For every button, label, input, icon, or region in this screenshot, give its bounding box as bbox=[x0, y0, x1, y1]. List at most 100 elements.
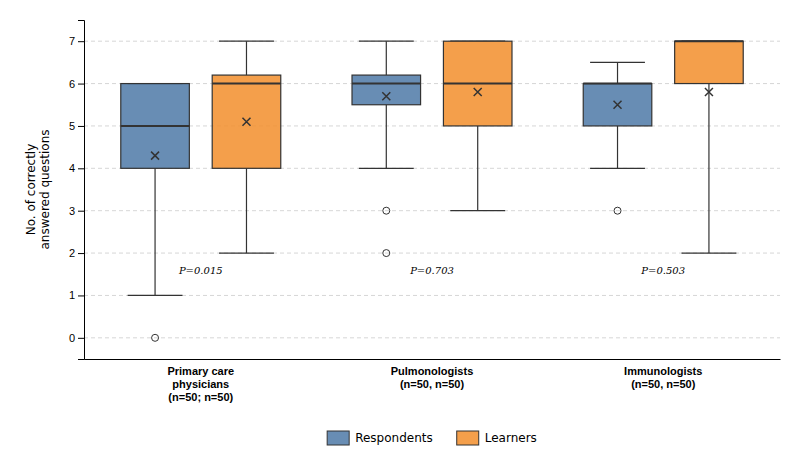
whisker bbox=[386, 41, 387, 75]
grid-line bbox=[84, 337, 780, 338]
whisker-cap bbox=[219, 252, 274, 253]
legend-swatch bbox=[457, 431, 479, 445]
x-tick: Immunologists(n=50, n=50) bbox=[624, 359, 702, 390]
grid bbox=[84, 41, 780, 338]
y-tick-label: 1 bbox=[69, 289, 75, 301]
whisker bbox=[386, 105, 387, 169]
x-axis: Primary carephysicians(n=50; n=50) Pulmon… bbox=[85, 359, 781, 403]
y-tick: 1 bbox=[69, 289, 84, 301]
whisker bbox=[246, 41, 247, 75]
y-axis-title: No. of correctlyanswered questions bbox=[24, 130, 52, 250]
x-tick-label-line: physicians bbox=[172, 378, 229, 390]
y-tick-mark bbox=[78, 253, 84, 254]
y-tick-mark bbox=[78, 84, 84, 85]
x-tick: Pulmonologists(n=50, n=50) bbox=[391, 359, 474, 390]
y-tick-mark bbox=[78, 295, 84, 296]
legend-label: Respondents bbox=[355, 431, 433, 445]
y-tick-mark bbox=[78, 211, 84, 212]
median bbox=[583, 83, 652, 85]
box-body bbox=[352, 75, 421, 105]
box bbox=[352, 41, 421, 256]
chart: 0 1 2 3 4 5 6 7 Primary carephysicians(n=50; n=5… bbox=[0, 0, 800, 459]
marks bbox=[121, 41, 743, 341]
grid-line bbox=[84, 295, 780, 296]
median bbox=[443, 83, 512, 85]
whisker bbox=[154, 168, 155, 295]
series bbox=[212, 41, 743, 253]
legend-item: Learners bbox=[457, 431, 537, 445]
y-tick: 7 bbox=[69, 35, 84, 47]
mean-marker bbox=[242, 118, 250, 126]
y-tick-label: 5 bbox=[69, 120, 75, 132]
y-tick-label: 3 bbox=[69, 205, 75, 217]
median bbox=[675, 40, 744, 42]
whisker-cap bbox=[682, 252, 737, 253]
grid-line bbox=[84, 210, 780, 211]
mean-marker bbox=[382, 92, 390, 100]
y-tick: 2 bbox=[69, 247, 84, 259]
x-tick: Primary carephysicians(n=50; n=50) bbox=[167, 359, 234, 403]
y-tick-mark bbox=[78, 126, 84, 127]
x-tick-label: Pulmonologists(n=50, n=50) bbox=[391, 365, 474, 390]
y-tick-label: 7 bbox=[69, 35, 75, 47]
outlier bbox=[152, 334, 159, 341]
grid-line bbox=[84, 253, 780, 254]
outlier bbox=[383, 250, 390, 257]
whisker-cap bbox=[590, 62, 645, 63]
y-tick: 3 bbox=[69, 205, 84, 217]
y-tick: 5 bbox=[69, 120, 84, 132]
x-tick-label-line: (n=50, n=50) bbox=[400, 378, 465, 390]
x-tick-label-line: Pulmonologists bbox=[391, 365, 474, 377]
y-tick-label: 0 bbox=[69, 332, 75, 344]
box bbox=[583, 62, 652, 214]
y-tick-label: 4 bbox=[69, 162, 75, 174]
whisker-cap bbox=[359, 168, 414, 169]
box-body bbox=[583, 84, 652, 126]
mean-marker bbox=[151, 152, 159, 160]
series bbox=[121, 41, 652, 341]
y-tick: 4 bbox=[69, 162, 84, 174]
p-value: P=0.503 bbox=[640, 265, 685, 276]
box-body bbox=[675, 41, 744, 83]
whisker-cap bbox=[128, 295, 183, 296]
whisker bbox=[477, 126, 478, 211]
whisker-cap bbox=[359, 41, 414, 42]
box bbox=[675, 41, 744, 253]
median bbox=[352, 83, 421, 85]
y-axis-title-line: No. of correctly bbox=[24, 144, 38, 236]
p-value: P=0.015 bbox=[178, 265, 223, 276]
grid-line bbox=[84, 125, 780, 126]
mean-marker bbox=[614, 101, 622, 109]
whisker-cap bbox=[450, 210, 505, 211]
y-axis: 0 1 2 3 4 5 6 7 bbox=[69, 21, 85, 360]
x-tick-label-line: (n=50, n=50) bbox=[631, 378, 696, 390]
y-tick-mark bbox=[78, 338, 84, 339]
whisker bbox=[617, 62, 618, 83]
legend-item: Respondents bbox=[327, 431, 433, 445]
y-tick: 6 bbox=[69, 78, 84, 90]
box bbox=[121, 84, 190, 342]
x-tick-label-line: (n=50; n=50) bbox=[168, 391, 233, 403]
y-axis-title-line: answered questions bbox=[38, 130, 52, 250]
whisker bbox=[708, 84, 709, 254]
y-tick-label: 6 bbox=[69, 78, 75, 90]
box bbox=[443, 41, 512, 211]
x-tick-label-line: Immunologists bbox=[624, 365, 702, 377]
mean-marker bbox=[474, 88, 482, 96]
outlier bbox=[614, 207, 621, 214]
whisker-cap bbox=[219, 41, 274, 42]
median bbox=[212, 83, 281, 85]
whisker bbox=[617, 126, 618, 168]
grid-line bbox=[84, 41, 780, 42]
x-tick-label: Primary carephysicians(n=50; n=50) bbox=[167, 365, 234, 403]
y-axis-line bbox=[78, 21, 85, 360]
x-axis-line bbox=[85, 359, 781, 360]
box-body bbox=[212, 75, 281, 168]
x-tick-label-line: Primary care bbox=[167, 365, 234, 377]
y-tick-mark bbox=[78, 41, 84, 42]
annotations: P=0.015P=0.703P=0.503 bbox=[178, 265, 685, 276]
x-tick-label: Immunologists(n=50, n=50) bbox=[624, 365, 702, 390]
mean-marker bbox=[705, 88, 713, 96]
box bbox=[212, 41, 281, 253]
legend-label: Learners bbox=[485, 431, 537, 445]
